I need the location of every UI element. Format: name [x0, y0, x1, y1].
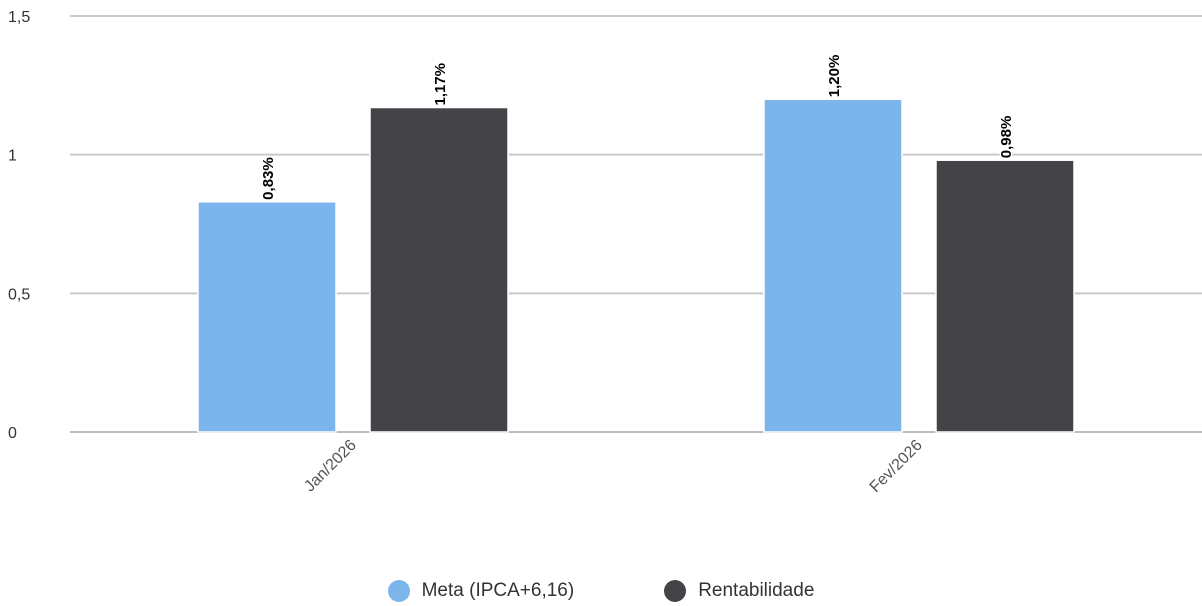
x-tick-label-1: Fev/2026	[867, 437, 926, 496]
y-tick-label-2: 1	[8, 148, 17, 165]
data-label-meta-1: 1,20%	[826, 55, 843, 98]
legend: Meta (IPCA+6,16) Rentabilidade	[0, 576, 1202, 606]
bar-rentabilidade-1[interactable]	[935, 159, 1075, 433]
y-tick-label-0: 0	[8, 425, 17, 442]
bar-rentabilidade-0[interactable]	[369, 106, 509, 433]
x-axis-ticks: Jan/2026 Fev/2026	[301, 437, 926, 496]
y-tick-label-1: 0,5	[8, 286, 30, 303]
legend-dot-rentabilidade	[664, 580, 687, 602]
x-tick-label-0: Jan/2026	[301, 437, 360, 496]
legend-item-rentabilidade[interactable]: Rentabilidade	[664, 580, 814, 602]
bar-chart: 0 0,5 1 1,5 0,83% 1,17% 1,20% 0,98% Jan/2026 Fe…	[8, 9, 1202, 496]
legend-label-meta: Meta (IPCA+6,16)	[421, 580, 575, 601]
data-labels: 0,83% 1,17% 1,20% 0,98%	[259, 53, 1017, 201]
data-label-rentabilidade-0: 1,17%	[432, 63, 449, 106]
y-axis-ticks: 0 0,5 1 1,5	[8, 9, 30, 442]
bar-meta-0[interactable]	[197, 201, 337, 433]
y-tick-label-3: 1,5	[8, 9, 30, 26]
legend-label-rentabilidade: Rentabilidade	[698, 580, 815, 601]
data-label-meta-0: 0,83%	[260, 157, 277, 200]
bars	[197, 98, 1075, 433]
bar-meta-1[interactable]	[763, 98, 903, 433]
data-label-rentabilidade-1: 0,98%	[998, 116, 1015, 159]
legend-item-meta[interactable]: Meta (IPCA+6,16)	[387, 580, 575, 602]
legend-dot-meta	[387, 580, 410, 602]
